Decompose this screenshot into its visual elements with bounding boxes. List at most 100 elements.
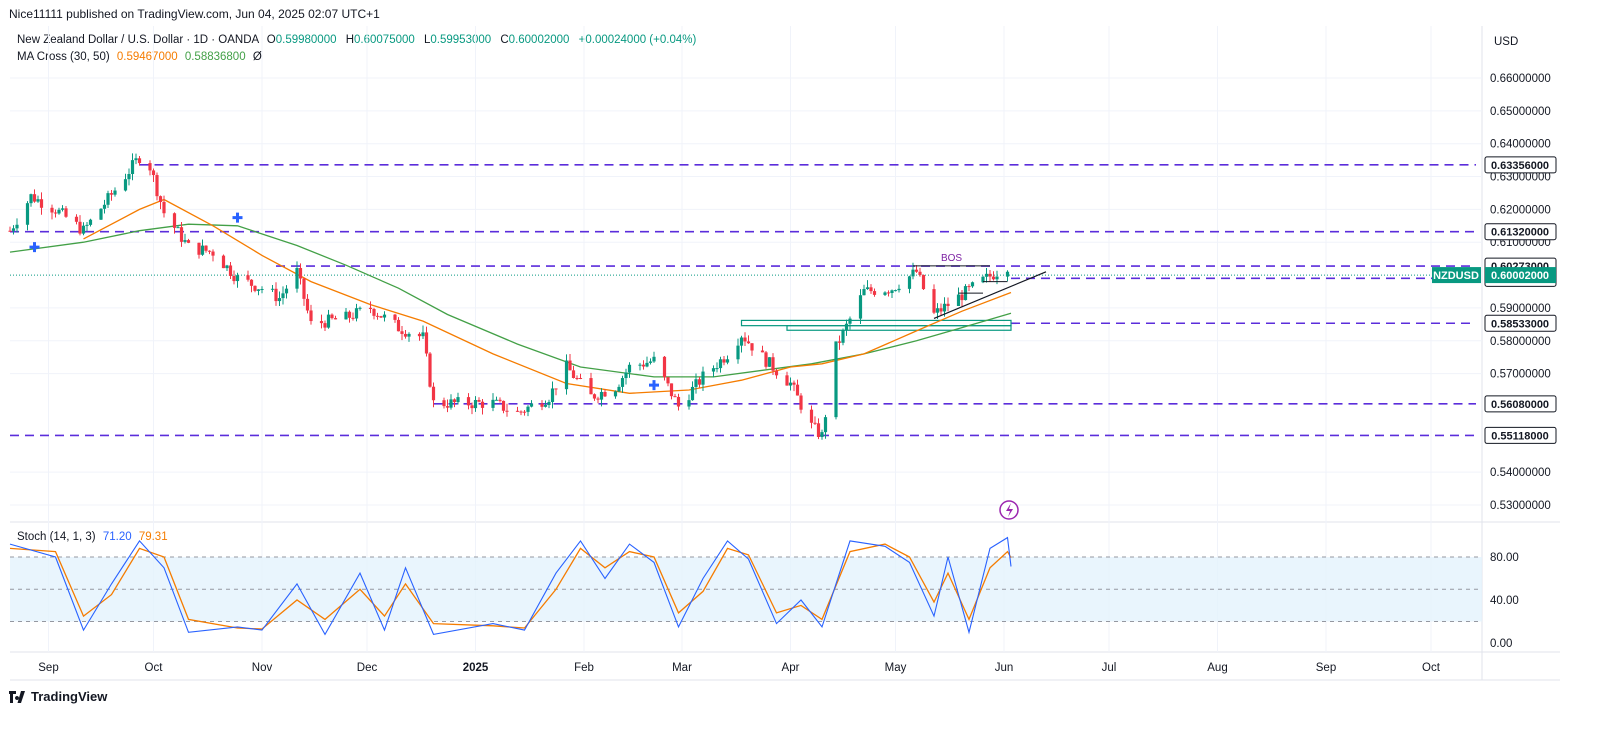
- candle-body: [554, 388, 558, 390]
- price-tick-label: 0.64000000: [1490, 139, 1551, 151]
- candle-body: [960, 294, 964, 301]
- ma-cross-marker: [649, 380, 659, 391]
- candle-body: [736, 345, 740, 360]
- candle-body: [816, 423, 821, 438]
- level-label-box: [1484, 395, 1557, 413]
- candle-body: [543, 404, 548, 407]
- candle-body: [932, 289, 936, 313]
- symbol-title[interactable]: New Zealand Dollar / U.S. Dollar · 1D · …: [17, 34, 259, 46]
- candle-body: [29, 194, 33, 204]
- candle-body: [981, 276, 985, 283]
- level-label-box: [1484, 426, 1557, 444]
- candle-body: [302, 278, 306, 299]
- candle-body: [277, 298, 282, 302]
- candle-body: [617, 386, 621, 392]
- candle-body: [134, 158, 138, 161]
- candle-body: [578, 378, 583, 380]
- candle-body: [673, 396, 677, 398]
- candle-body: [771, 357, 775, 371]
- tradingview-logo[interactable]: TradingView: [9, 689, 107, 704]
- candle-body: [627, 364, 632, 373]
- stoch-label[interactable]: Stoch (14, 1, 3): [17, 531, 96, 543]
- candle-body: [501, 400, 506, 411]
- time-label: Feb: [574, 662, 594, 674]
- candle-body: [333, 318, 338, 320]
- time-label: Sep: [38, 662, 58, 674]
- tradingview-logo-icon: [9, 690, 25, 703]
- bos-label: BOS: [941, 253, 962, 264]
- candle-body: [701, 371, 705, 385]
- candle-body: [60, 208, 65, 210]
- candle-body: [739, 337, 744, 346]
- candle-body: [246, 275, 250, 280]
- candle-body: [529, 403, 534, 407]
- current-symbol-label: NZDUSD: [1433, 270, 1479, 282]
- candle-body: [571, 370, 576, 378]
- candle-body: [792, 382, 796, 385]
- candle-body: [809, 409, 814, 423]
- candle-body: [305, 298, 310, 311]
- high-label: H: [345, 34, 355, 46]
- ma-label[interactable]: MA Cross (30, 50): [17, 51, 110, 63]
- candle-body: [526, 406, 530, 412]
- candle-body: [746, 341, 751, 344]
- candle-body: [764, 352, 768, 367]
- candle-body: [421, 332, 425, 337]
- candle-body: [494, 399, 499, 401]
- candle-body: [452, 399, 457, 403]
- current-price-box: [1485, 267, 1556, 284]
- stoch-tick-label: 80.00: [1490, 552, 1519, 564]
- candle-body: [466, 397, 471, 406]
- price-tick-label: 0.59000000: [1490, 303, 1551, 315]
- candle-body: [179, 227, 184, 242]
- candle-body: [473, 399, 478, 409]
- candle-body: [470, 405, 474, 409]
- ma-cross-marker: [29, 242, 40, 253]
- candle-body: [36, 199, 40, 202]
- candle-body: [270, 288, 275, 290]
- level-label: 0.63356000: [1491, 160, 1549, 172]
- candle-body: [431, 386, 436, 401]
- time-label: Jul: [1102, 662, 1117, 674]
- price-tick-label: 0.53000000: [1490, 500, 1551, 512]
- candle-body: [155, 175, 159, 197]
- currency-label[interactable]: USD: [1494, 36, 1519, 48]
- candle-body: [375, 315, 380, 317]
- level-label-box: [1484, 156, 1557, 174]
- candle-body: [407, 333, 411, 337]
- candle-body: [991, 276, 996, 280]
- candle-body: [347, 311, 352, 318]
- candle-body: [715, 368, 719, 370]
- candle-body: [323, 323, 327, 328]
- candle-body: [8, 230, 12, 232]
- candle-body: [687, 400, 691, 407]
- candle-body: [281, 293, 285, 299]
- candle-body: [260, 289, 264, 291]
- candle-body: [935, 308, 940, 313]
- time-label: May: [885, 662, 907, 674]
- candle-body: [130, 160, 135, 175]
- candle-body: [844, 323, 849, 330]
- candle-body: [592, 394, 597, 399]
- candle-body: [368, 307, 373, 310]
- candle-body: [599, 391, 604, 400]
- grid: [10, 26, 1560, 681]
- candle-body: [676, 396, 681, 407]
- stochastic-lines: [9, 536, 1012, 636]
- candle-body: [32, 194, 37, 202]
- candle-body: [515, 410, 520, 412]
- candle-body: [15, 224, 19, 229]
- candle-body: [897, 288, 901, 291]
- candle-body: [50, 207, 54, 213]
- candle-body: [568, 360, 572, 371]
- candle-body: [890, 290, 894, 293]
- stoch-band: [10, 556, 1482, 622]
- level-label: 0.56080000: [1491, 399, 1549, 411]
- candle-body: [848, 318, 852, 324]
- close-value: 0.60002000: [508, 34, 570, 46]
- candle-body: [403, 333, 408, 337]
- change-value: +0.00024000 (+0.04%): [578, 34, 697, 46]
- candle-body: [137, 158, 142, 164]
- candle-body: [449, 399, 453, 408]
